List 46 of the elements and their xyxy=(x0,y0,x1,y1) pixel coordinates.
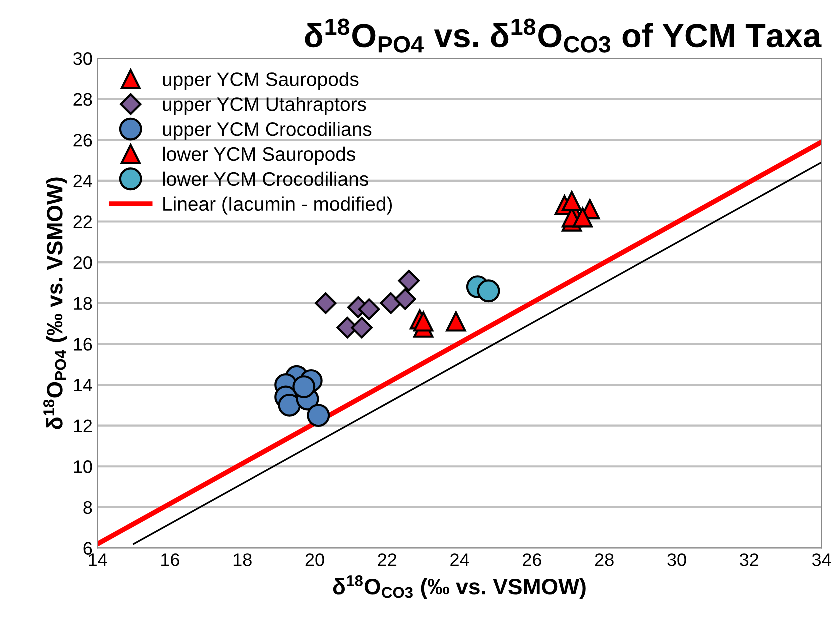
point xyxy=(380,292,402,314)
x-tick-label: 20 xyxy=(306,554,324,566)
y-tick-label: 24 xyxy=(74,174,92,188)
legend-label: upper YCM Utahraptors xyxy=(163,97,366,116)
point xyxy=(307,404,330,428)
y-tick-label: 6 xyxy=(84,542,92,555)
y-tick-label: 10 xyxy=(74,460,92,474)
point xyxy=(292,376,316,398)
x-tick-label: 34 xyxy=(812,554,832,566)
x-tick-label: 22 xyxy=(378,554,397,566)
point xyxy=(446,312,466,332)
legend-label: lower YCM Crocodilians xyxy=(163,172,368,186)
y-tick-label: 20 xyxy=(74,256,92,270)
x-tick-label: 26 xyxy=(523,554,542,566)
point xyxy=(278,394,302,417)
legend-label: upper YCM Crocodilians xyxy=(163,122,372,140)
x-axis-title: δ$^{18}$O$_{CO3}$ (‰ vs. VSMOW) xyxy=(333,575,586,600)
point xyxy=(358,298,380,320)
point xyxy=(351,316,373,339)
point xyxy=(414,312,434,332)
x-tick-label: 28 xyxy=(595,554,614,566)
point xyxy=(315,292,337,314)
y-tick-label: 22 xyxy=(74,216,92,228)
point xyxy=(562,191,582,212)
point xyxy=(394,288,416,310)
y-axis-title: δ$^{18}$O$_{PO4}$ (‰ vs. VSMOW) xyxy=(44,178,68,430)
y-tick-label: 8 xyxy=(84,501,92,514)
x-tick-label: 32 xyxy=(740,554,759,566)
x-tick-label: 18 xyxy=(234,554,252,566)
y-tick-label: 28 xyxy=(74,93,92,106)
x-tick-label: 30 xyxy=(668,554,686,566)
legend-label: Linear (Iacumin - modified) xyxy=(164,196,392,215)
chart-title: δ$^{18}$O$_{PO4}$ vs. δ$^{18}$O$_{CO3}$ of YCM Taxa xyxy=(305,18,822,53)
legend-label: lower YCM Sauropods xyxy=(163,146,356,166)
point xyxy=(572,208,593,228)
y-tick-label: 26 xyxy=(74,134,92,147)
x-tick-label: 24 xyxy=(450,554,470,566)
legend-label: upper YCM Sauropods xyxy=(163,72,359,90)
point xyxy=(477,280,500,303)
y-tick-label: 30 xyxy=(74,52,92,66)
y-tick-label: 16 xyxy=(74,338,92,351)
y-tick-label: 14 xyxy=(74,379,92,392)
y-tick-label: 12 xyxy=(74,420,92,432)
x-tick-label: 16 xyxy=(162,554,180,566)
point xyxy=(398,270,420,292)
y-tick-label: 18 xyxy=(74,297,92,310)
